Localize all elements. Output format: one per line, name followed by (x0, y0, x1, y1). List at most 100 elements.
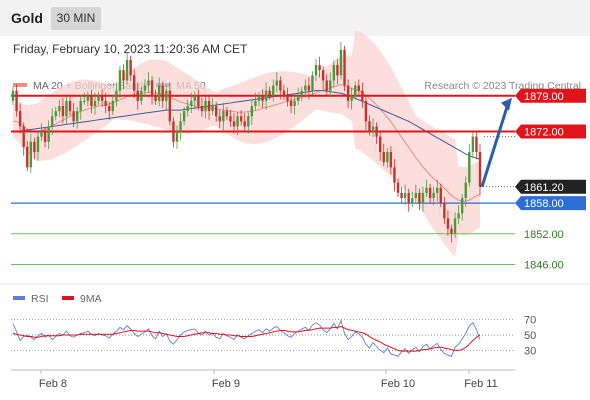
level-tag-1858.00 (515, 196, 586, 211)
candle-body (296, 95, 300, 101)
candle-body (407, 192, 410, 204)
candle-body (136, 90, 139, 101)
candle-body (250, 106, 254, 117)
candle-body (478, 152, 482, 187)
candle-body (364, 100, 368, 122)
candle-body (214, 106, 218, 117)
candle-body (54, 111, 57, 117)
candle-body (108, 106, 111, 112)
candle-body (468, 152, 471, 183)
level-label-1846.00: 1846.00 (524, 259, 564, 271)
candle-body (446, 218, 450, 229)
candle-body (239, 116, 243, 122)
candle-body (432, 192, 435, 198)
chart-timestamp: Friday, February 10, 2023 11:20:36 AM CE… (13, 42, 248, 56)
candle-body (18, 111, 22, 127)
candle-body (343, 49, 346, 86)
candle-body (218, 116, 221, 122)
candle-body (339, 49, 343, 76)
candle-body (222, 111, 225, 122)
candle-body (411, 198, 414, 204)
rsi-tick-30: 30 (524, 345, 536, 357)
candle-body (186, 106, 189, 112)
rsi-tick-50: 50 (524, 330, 536, 342)
candle-body (65, 100, 68, 117)
candle-body (115, 90, 118, 101)
candle-body (389, 152, 393, 168)
candle-body (104, 100, 107, 106)
candle-body (204, 100, 207, 112)
candle-body (68, 100, 72, 112)
candle-body (51, 116, 54, 127)
candle-body (36, 136, 40, 152)
candle-body (325, 80, 328, 91)
timeframe-badge[interactable]: 30 MIN (51, 7, 101, 30)
candle-body (289, 100, 293, 106)
candle-body (236, 116, 239, 127)
legend-rsi-label: RSI (31, 293, 49, 305)
candle-body (378, 136, 382, 152)
ma50-line (13, 90, 481, 160)
candle-body (457, 213, 460, 219)
forecast-arrow (480, 103, 510, 188)
candle-body (26, 146, 29, 168)
candle-body (97, 95, 100, 101)
ma20-line (13, 84, 481, 202)
candle-body (336, 65, 339, 76)
candle-body (190, 100, 193, 106)
candle-body (86, 95, 90, 101)
candle-body (22, 126, 25, 147)
candle-body (421, 192, 425, 204)
candle-body (93, 100, 97, 106)
legend-ma9-label: 9MA (80, 293, 102, 305)
candle-body (393, 167, 396, 183)
candle-body (118, 70, 122, 91)
candle-body (354, 85, 357, 96)
level-tag-1872.00 (515, 124, 586, 139)
level-label-1879.00: 1879.00 (524, 91, 564, 103)
rsi-tick-70: 70 (524, 315, 536, 327)
candle-body (332, 65, 336, 81)
x-tick-label-3: Feb 11 (464, 378, 497, 390)
candle-body (111, 100, 115, 112)
candle-body (318, 65, 321, 71)
candle-body (90, 95, 93, 106)
candle-body (40, 131, 43, 137)
candle-body (207, 100, 211, 112)
candle-body (293, 100, 296, 106)
current-price-tag (515, 179, 586, 194)
candle-body (232, 121, 236, 127)
level-label-1858.00: 1858.00 (524, 198, 564, 210)
candle-body (264, 90, 268, 101)
top-bar: Gold 30 MIN (0, 0, 590, 36)
ma20-swatch (13, 83, 27, 88)
candle-body (229, 116, 232, 122)
candle-body (471, 136, 475, 152)
candle-body (400, 192, 403, 198)
candle-body (72, 111, 75, 122)
candle-body (428, 187, 432, 198)
current-price-label: 1861.20 (524, 182, 564, 194)
candle-body (375, 126, 378, 137)
candle-body (43, 131, 47, 142)
candle-body (79, 100, 82, 112)
candle-body (371, 126, 375, 132)
rsi-swatch (13, 296, 25, 301)
candle-body (129, 60, 132, 76)
candle-body (350, 95, 353, 101)
candle-body (453, 218, 457, 234)
candle-body (147, 80, 150, 86)
candle-body (268, 90, 271, 96)
candle-body (197, 95, 200, 106)
candle-body (11, 90, 15, 101)
candle-body (125, 60, 129, 81)
legend-rsi: RSI (13, 293, 49, 305)
candle-body (475, 136, 478, 152)
candle-body (58, 106, 61, 112)
candle-body (314, 65, 318, 76)
instrument-title: Gold (11, 10, 43, 26)
candle-body (133, 75, 136, 91)
candle-body (272, 85, 275, 96)
candle-body (425, 187, 428, 193)
